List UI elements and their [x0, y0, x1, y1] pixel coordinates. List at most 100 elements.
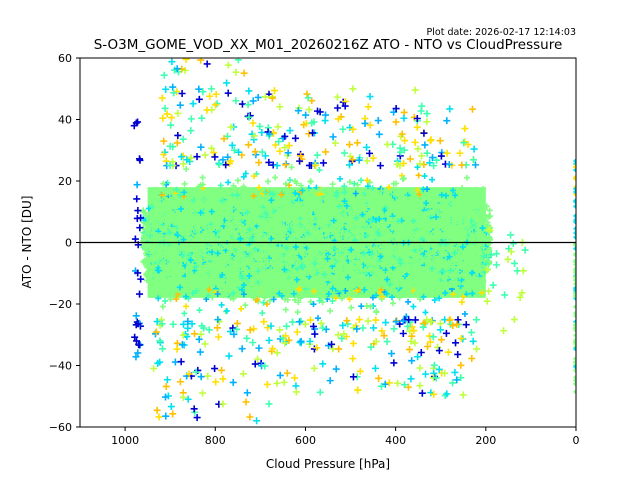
- data-point: [190, 219, 197, 226]
- data-point: [186, 263, 193, 270]
- data-point: [392, 268, 399, 275]
- data-point: [198, 277, 205, 284]
- data-point: [329, 297, 336, 304]
- data-point: [339, 227, 346, 234]
- data-point: [404, 192, 411, 199]
- data-point: [215, 264, 222, 271]
- data-point: [333, 278, 340, 285]
- data-point: [303, 186, 310, 193]
- data-point: [453, 186, 460, 193]
- data-point: [158, 209, 165, 216]
- data-point: [351, 180, 358, 187]
- data-point: [344, 274, 351, 281]
- data-point: [170, 259, 177, 266]
- y-tick-label: −40: [49, 360, 72, 373]
- data-point: [449, 187, 456, 194]
- data-point: [160, 265, 167, 272]
- data-point: [238, 267, 245, 274]
- data-point: [473, 266, 480, 273]
- data-point: [315, 253, 322, 260]
- data-point: [440, 268, 447, 275]
- data-point: [379, 244, 386, 251]
- data-point: [194, 198, 201, 205]
- data-point: [265, 270, 272, 277]
- data-point: [202, 265, 209, 272]
- data-point: [247, 258, 254, 265]
- data-point: [383, 140, 391, 148]
- data-point: [239, 262, 246, 269]
- x-tick-label: 400: [385, 434, 406, 447]
- data-point: [403, 283, 410, 290]
- data-point: [196, 258, 203, 265]
- data-point: [365, 274, 372, 281]
- data-point: [242, 233, 249, 240]
- data-point: [465, 265, 472, 272]
- data-point: [315, 187, 322, 194]
- data-point: [241, 252, 248, 259]
- data-point: [270, 191, 277, 198]
- data-point: [305, 106, 313, 114]
- data-point: [312, 248, 319, 255]
- data-point: [240, 282, 247, 289]
- data-point: [395, 248, 402, 255]
- data-point: [350, 205, 357, 212]
- data-point: [429, 176, 436, 183]
- data-point: [171, 214, 178, 221]
- data-point: [232, 266, 239, 273]
- data-point: [361, 250, 368, 257]
- data-point: [266, 297, 273, 304]
- data-point: [437, 250, 444, 257]
- data-point: [240, 291, 247, 298]
- data-point: [296, 246, 303, 253]
- data-point: [161, 104, 169, 112]
- data-point: [286, 256, 293, 263]
- data-point: [225, 271, 232, 278]
- data-point: [213, 225, 220, 232]
- data-point: [160, 259, 167, 266]
- data-point: [296, 279, 303, 286]
- data-point: [356, 277, 363, 284]
- chart-title: S-O3M_GOME_VOD_XX_M01_20260216Z ATO - NT…: [94, 37, 563, 53]
- data-point: [318, 247, 325, 254]
- data-point: [199, 197, 206, 204]
- data-point: [168, 271, 175, 278]
- data-point: [286, 182, 293, 189]
- data-point: [151, 217, 158, 224]
- data-point: [258, 128, 266, 136]
- data-point: [224, 244, 231, 251]
- data-point: [147, 250, 154, 257]
- data-point: [234, 229, 241, 236]
- data-point: [421, 288, 428, 295]
- data-point: [327, 226, 334, 233]
- data-point: [425, 217, 432, 224]
- data-point: [294, 256, 301, 263]
- data-point: [231, 217, 238, 224]
- data-point: [150, 198, 157, 205]
- data-point: [173, 186, 180, 193]
- data-point: [280, 226, 287, 233]
- data-point: [190, 290, 197, 297]
- data-point: [479, 215, 486, 222]
- data-point: [458, 276, 465, 283]
- data-point: [392, 118, 400, 126]
- data-point: [451, 234, 458, 241]
- data-point: [295, 299, 302, 306]
- data-point: [316, 261, 323, 268]
- data-point: [387, 198, 394, 205]
- data-point: [423, 149, 431, 157]
- data-point: [480, 244, 487, 251]
- data-point: [334, 265, 341, 272]
- data-point: [354, 181, 361, 188]
- data-point: [303, 90, 311, 98]
- data-point: [244, 219, 251, 226]
- data-point: [359, 217, 366, 224]
- data-point: [371, 246, 378, 253]
- data-point: [343, 251, 350, 258]
- data-point: [217, 218, 224, 225]
- data-point: [436, 219, 443, 226]
- data-point: [341, 272, 348, 279]
- data-point: [338, 295, 345, 302]
- data-point: [294, 232, 301, 239]
- data-point: [258, 208, 265, 215]
- data-point: [433, 156, 441, 164]
